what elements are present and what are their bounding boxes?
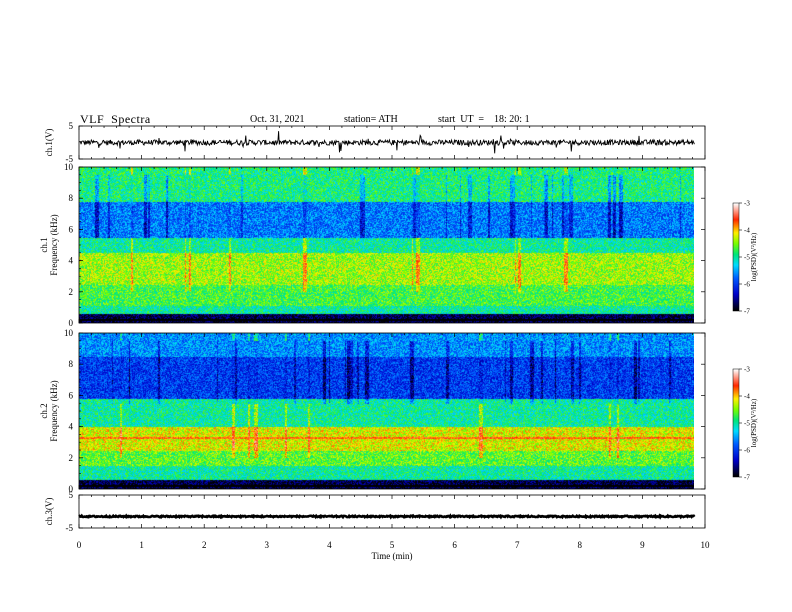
ch1-voltage-ylabel: ch.1(V) [44,129,54,157]
x-tick-label: 3 [265,540,270,550]
ch3-voltage-ylabel: ch.3(V) [44,498,54,526]
ch1-spectrogram-ylabel: ch.1Frequency (kHz) [39,214,59,275]
ch2-spectrogram-colorbar-tick: -5 [744,420,750,428]
ch2-spectrogram-ytick-label: 10 [64,328,74,338]
ch2-spectrogram-ytick-label: 2 [69,453,74,463]
ch1-spectrogram-ytick-label: 8 [69,193,74,203]
x-tick-label: 2 [202,540,207,550]
ch2-spectrogram-colorbar-tick: -6 [744,447,750,455]
ch2-spectrogram-image [79,333,694,489]
ch2-spectrogram-ytick-label: 4 [69,422,74,432]
date-label: Oct. 31, 2021 [250,114,305,125]
ch3-voltage-ytick-label: -5 [66,523,74,533]
chart-title: VLF Spectra [80,112,151,126]
x-tick-label: 4 [327,540,332,550]
ch1-spectrogram-colorbar-tick: -5 [744,254,750,262]
x-ticks [78,126,706,159]
ch2-spectrogram-colorbar-tick: -7 [744,474,750,482]
x-axis-label: Time (min) [372,551,413,561]
ch3-voltage-frame [78,494,706,529]
ch1-voltage-trace [78,131,695,154]
x-tick-label: 5 [390,540,395,550]
x-tick-label: 6 [452,540,457,550]
ch1-spectrogram-colorbar-tick: -3 [744,200,750,208]
ch1-spectrogram-ytick-label: 10 [64,162,74,172]
ch2-spectrogram-ytick-label: 6 [69,390,74,400]
ch1-spectrogram-image [79,167,694,323]
start-time-label: start UT = 18: 20: 1 [438,114,530,125]
x-ticks [78,167,706,323]
ch2-spectrogram-ytick-label: 8 [69,359,74,369]
ch2-spectrogram-colorbar-tick: -3 [744,366,750,374]
x-tick-label: 1 [139,540,144,550]
ch2-spectrogram-colorbar [733,369,739,477]
ch1-voltage-ytick-label: 5 [69,121,74,131]
x-ticks [78,495,706,528]
ch1-spectrogram-colorbar-label: log(PSD)(V²/Hz) [750,232,758,281]
ch1-spectrogram-ytick-label: 6 [69,224,74,234]
ch2-spectrogram-colorbar-tick: -4 [744,393,750,401]
ch1-spectrogram-colorbar-tick: -7 [744,308,750,316]
x-ticks [78,333,706,489]
ch1-voltage-ytick-label: -5 [66,154,74,164]
ch1-spectrogram-ytick-label: 4 [69,256,74,266]
ch1-spectrogram-ytick-label: 0 [69,318,74,328]
x-tick-label: 0 [77,540,82,550]
ch2-spectrogram-ytick-label: 0 [69,484,74,494]
ch1-spectrogram-colorbar-tick: -6 [744,281,750,289]
ch3-voltage-trace [78,513,696,520]
ch2-spectrogram-colorbar-label: log(PSD)(V²/Hz) [750,398,758,447]
x-tick-label: 10 [701,540,711,550]
station-label: station= ATH [344,114,398,125]
ch1-spectrogram-ytick-label: 2 [69,287,74,297]
x-tick-label: 9 [640,540,645,550]
x-tick-label: 8 [578,540,583,550]
ch1-spectrogram-colorbar-tick: -4 [744,227,750,235]
x-tick-label: 7 [515,540,520,550]
ch1-spectrogram-colorbar [733,203,739,311]
ch2-spectrogram-ylabel: ch.2Frequency (kHz) [39,380,59,441]
ch3-voltage-ytick-label: 5 [69,490,74,500]
